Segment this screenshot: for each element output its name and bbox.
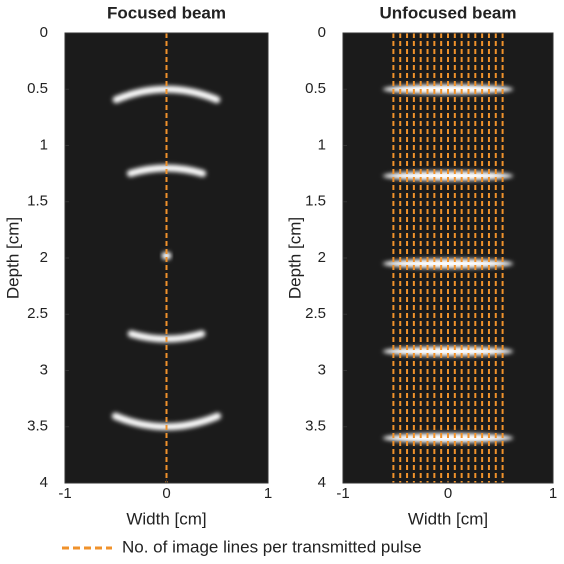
y-tick-label: 3.5 (305, 418, 326, 435)
y-tick-label: 3.5 (27, 418, 48, 435)
x-axis-label: Width [cm] (408, 509, 488, 528)
reflector (126, 164, 207, 177)
y-tick-label: 1.5 (305, 193, 326, 210)
reflector (382, 346, 514, 357)
y-tick-label: 2.5 (305, 305, 326, 322)
x-tick-label: -1 (336, 485, 349, 502)
y-tick-label: 3 (40, 361, 48, 378)
x-tick-label: -1 (58, 485, 71, 502)
chart-title: Unfocused beam (380, 3, 517, 22)
y-tick-label: 0.5 (305, 80, 326, 97)
legend-label: No. of image lines per transmitted pulse (122, 537, 422, 556)
x-axis-label: Width [cm] (126, 509, 206, 528)
reflector (161, 251, 172, 260)
y-tick-label: 4 (40, 474, 48, 491)
y-tick-label: 1 (40, 136, 48, 153)
y-axis-label: Depth [cm] (285, 217, 304, 299)
reflector (382, 170, 514, 181)
reflector (382, 258, 514, 269)
y-tick-label: 1 (318, 136, 326, 153)
x-tick-label: 1 (264, 485, 272, 502)
y-tick-label: 1.5 (27, 193, 48, 210)
y-tick-label: 2 (40, 249, 48, 266)
y-tick-label: 4 (318, 474, 326, 491)
x-tick-label: 0 (162, 485, 170, 502)
y-tick-label: 3 (318, 361, 326, 378)
y-tick-label: 0.5 (27, 80, 48, 97)
y-tick-label: 0 (40, 24, 48, 41)
y-axis-label: Depth [cm] (3, 217, 22, 299)
y-tick-label: 2 (318, 249, 326, 266)
x-tick-label: 1 (549, 485, 557, 502)
x-tick-label: 0 (444, 485, 452, 502)
chart-title: Focused beam (107, 3, 226, 22)
y-tick-label: 2.5 (27, 305, 48, 322)
y-tick-label: 0 (318, 24, 326, 41)
